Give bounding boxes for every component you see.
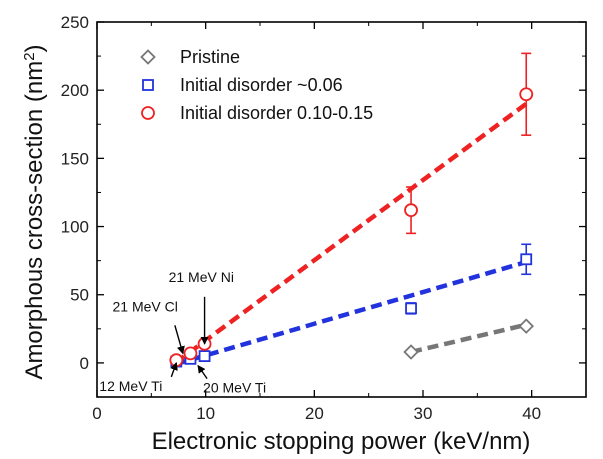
x-tick-label: 20	[305, 404, 324, 423]
y-axis-title: Amorphous cross-section (nm2)	[21, 44, 49, 379]
y-tick-label: 50	[70, 286, 89, 305]
data-point	[140, 49, 156, 65]
data-point	[518, 318, 535, 334]
data-point	[183, 346, 198, 361]
axes: 0 10 20 30 40 0 50 100 150 200 250	[61, 13, 587, 423]
data-point	[404, 203, 418, 218]
data-point	[403, 344, 419, 360]
data-point	[405, 302, 417, 315]
data-point	[520, 253, 533, 266]
x-tick-label: 40	[522, 404, 541, 423]
annotation-label: 20 MeV Ti	[203, 380, 266, 396]
y-tick-label: 0	[80, 354, 89, 373]
y-axis-title-superscript: 2	[21, 52, 38, 60]
x-tick-label: 30	[414, 404, 433, 423]
annotation-arrow	[197, 364, 208, 380]
plot-frame	[96, 21, 587, 398]
x-tick-label: 10	[196, 404, 215, 423]
data-markers	[169, 52, 535, 368]
data-point	[141, 106, 155, 120]
x-axis-title: Electronic stopping power (keV/nm)	[152, 428, 531, 455]
fit-line	[173, 102, 528, 365]
y-tick-label: 200	[61, 81, 89, 100]
legend-label: Pristine	[180, 47, 240, 67]
annotations: 21 MeV Ni 21 MeV Cl 12 MeV Ti 20 MeV Ti	[99, 269, 266, 396]
annotation-arrow	[170, 361, 178, 378]
legend: Pristine Initial disorder ~0.06 Initial di…	[140, 47, 373, 123]
x-tick-label: 0	[92, 404, 101, 423]
data-point	[519, 87, 534, 102]
annotation-label: 12 MeV Ti	[99, 378, 162, 394]
y-axis-title-close: )	[21, 44, 48, 52]
annotation-arrow	[174, 325, 185, 355]
y-tick-label: 100	[61, 218, 89, 237]
annotation-label: 21 MeV Cl	[112, 298, 177, 314]
fit-line	[174, 259, 527, 367]
fit-lines	[173, 102, 528, 367]
data-point	[142, 79, 154, 91]
data-point	[198, 350, 211, 362]
legend-label: Initial disorder ~0.06	[180, 75, 343, 95]
annotation-label: 21 MeV Ni	[169, 269, 234, 285]
fit-line	[410, 322, 527, 355]
y-axis-title-main: Amorphous cross-section (nm	[21, 61, 48, 380]
legend-label: Initial disorder 0.10-0.15	[180, 103, 373, 123]
y-tick-label: 250	[61, 13, 89, 32]
y-tick-label: 150	[61, 149, 89, 168]
